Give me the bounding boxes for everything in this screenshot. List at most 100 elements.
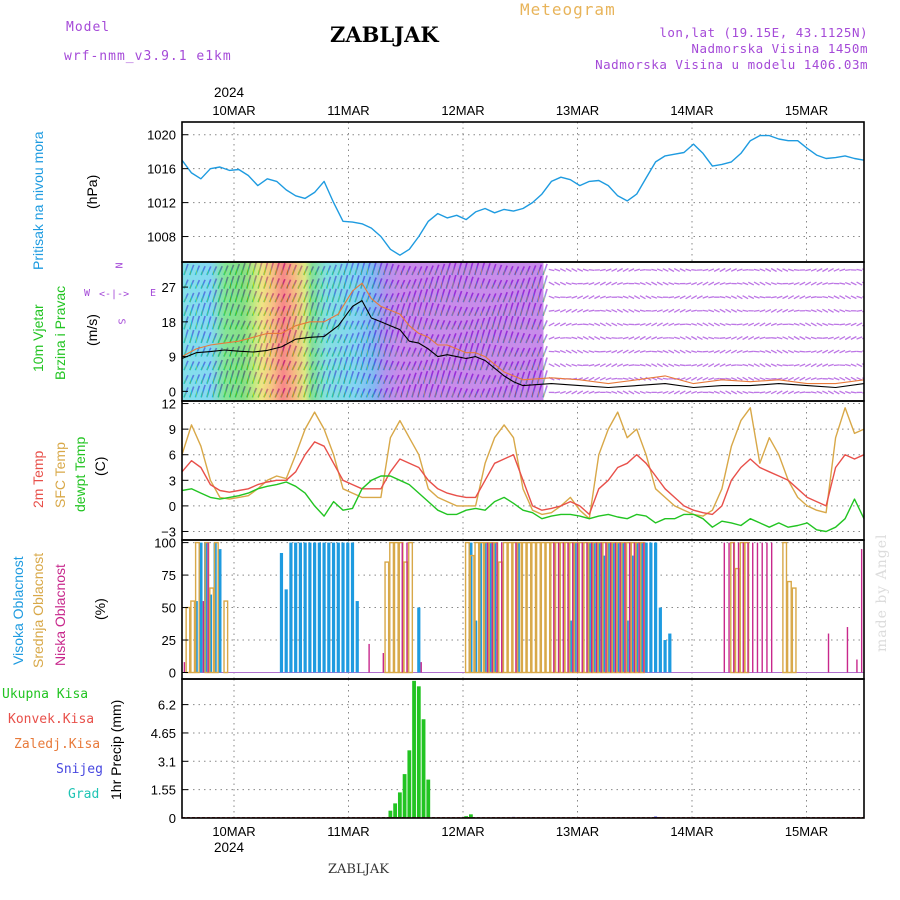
wind-barb [599,322,606,327]
cloud-bar-low [491,542,493,673]
wind-barb [634,268,640,272]
wind-barb [708,268,715,272]
cloud-bar-mid [408,541,414,674]
wind-barb [816,308,823,313]
wind-barb [776,308,783,313]
wind-barb [748,391,754,394]
wind-barb [691,363,697,367]
wind-barb [696,391,703,394]
wind-barb [827,308,834,313]
wind-barb [833,268,840,272]
wind-barb [588,390,595,394]
wind-barb [696,363,703,367]
wind-barb [685,390,692,395]
compass: N W E S <-|-> [82,260,162,330]
wind-barb [645,363,652,367]
y-tick-wind-0: 0 [169,384,176,399]
wind-barb [651,281,658,286]
wind-barb [844,376,852,381]
wind-barb [776,336,783,340]
cloud-bar-high [317,542,321,673]
x-label-bottom-10MAR: 10MAR [212,824,255,839]
wind-barb [542,370,548,385]
cloud-bar-low [368,643,370,673]
wind-barb [628,336,635,340]
panel-frame-precip [181,678,865,819]
cloud-bar-high [658,607,662,673]
wind-barb [753,268,760,272]
cloud-bar-mid [194,541,200,674]
wind-barb [565,363,572,368]
wind-barb [765,363,772,368]
wind-barb [668,337,675,339]
cloud-bar-low [600,542,602,673]
wind-barb [542,385,548,398]
wind-barb [588,335,595,341]
wind-barb [622,349,629,354]
y-tick-cloud-25: 25 [162,633,176,648]
wind-barb [542,263,548,276]
wind-barb [651,309,657,312]
wind-barb [804,322,812,327]
wind-barb [656,350,663,353]
cloud-bar-low [605,542,607,673]
wind-barb [845,350,851,353]
wind-barb [685,295,692,300]
wind-barb [554,309,561,313]
wind-barb [765,390,772,394]
wind-barb [782,308,789,313]
wind-barb [787,349,794,354]
wind-barb [725,363,732,367]
cloud-bar-low [638,542,640,673]
wind-barb [616,349,623,354]
wind-barb [827,282,834,285]
y-tick-temperature-0: 0 [169,499,176,514]
cloud-bar-high [350,542,355,673]
wind-barb [708,296,715,299]
wind-barb [736,268,743,272]
wind-barb [810,336,817,340]
wind-barb [822,296,829,299]
wind-barb [605,281,612,286]
wind-barb [645,322,652,327]
wind-barb [725,390,732,395]
wind-barb [628,390,635,395]
wind-barb [805,336,812,340]
wind-barb [742,295,749,300]
wind-barb [633,295,641,300]
wind-barb [548,336,555,340]
wind-barb [844,335,852,341]
y-tick-temperature-6: 6 [169,448,176,463]
wind-barb [822,267,829,273]
wind-barb [571,363,578,367]
wind-barb [776,363,783,367]
precip-bar [407,750,412,818]
wind-barb [662,281,669,286]
cloud-bar-low [591,542,593,673]
wind-barb [559,322,566,327]
wind-barb [850,363,857,367]
wind-barb [634,323,640,326]
wind-barb [622,282,629,285]
wind-barb [605,377,612,381]
x-label-top-13MAR: 13MAR [556,103,599,118]
cloud-bar-high [346,542,350,673]
wind-barb [628,364,635,367]
wind-barb [810,350,817,353]
wind-barb [577,308,584,313]
wind-barb [708,377,715,381]
y-tick-wind-27: 27 [162,280,176,295]
tick-labels: 10MAR 10MAR 11MAR 11MAR 12MAR 12MAR 13MAR 13MAR… [147,103,828,839]
wind-barb [662,363,669,368]
cloud-bar-high [654,542,658,673]
wind-barb [822,363,829,367]
wind-barb [577,364,583,367]
wind-barb [827,295,834,299]
cloud-bar-low [501,542,503,673]
wind-barb [685,336,692,340]
wind-barb [810,268,817,272]
wind-barb [582,282,589,285]
cloud-bar-low [614,542,617,673]
wind-barb [634,349,641,354]
y-tick-pressure-1008: 1008 [147,230,176,245]
